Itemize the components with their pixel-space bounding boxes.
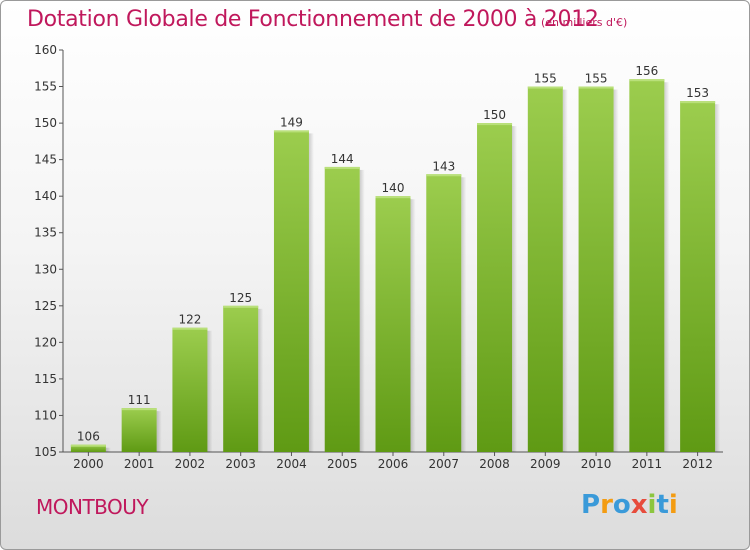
bar-shadow: [207, 330, 213, 452]
x-tick-label: 2002: [175, 457, 206, 471]
data-label: 156: [635, 64, 658, 78]
bar: [629, 79, 665, 453]
bar-top: [578, 86, 614, 89]
bar: [426, 174, 462, 452]
logo-letter: P: [581, 490, 601, 520]
x-tick-label: 2008: [479, 457, 510, 471]
data-label: 155: [534, 72, 557, 86]
bar-top: [477, 123, 513, 126]
data-label: 143: [432, 159, 455, 173]
y-tick-label: 150: [34, 116, 57, 130]
data-label: 111: [128, 393, 151, 407]
bar-shadow: [613, 89, 619, 452]
x-tick-label: 2010: [581, 457, 612, 471]
logo-letter: o: [612, 490, 631, 520]
logo-letter: i: [668, 490, 678, 520]
bar: [273, 130, 309, 452]
chart-title: Dotation Globale de Fonctionnement de 20…: [27, 7, 599, 32]
bars: 106 111 122 125 149 144 140 143 150 155 155 156 153: [70, 64, 721, 453]
y-tick-label: 140: [34, 189, 57, 203]
bar-shadow: [715, 104, 721, 452]
y-tick-label: 145: [34, 153, 57, 167]
bar-shadow: [562, 89, 568, 452]
x-tick-label: 2012: [682, 457, 713, 471]
bar-top: [324, 166, 360, 169]
bar: [375, 196, 411, 452]
data-label: 125: [229, 291, 252, 305]
bar-shadow: [512, 126, 518, 452]
data-label: 144: [331, 152, 354, 166]
bar: [172, 327, 208, 452]
y-tick-label: 125: [34, 299, 57, 313]
bar-top: [70, 444, 106, 447]
data-label: 153: [686, 86, 709, 100]
bar-top: [527, 86, 563, 89]
logo-letter: i: [647, 490, 657, 520]
y-tick-label: 110: [34, 408, 57, 422]
bar-shadow: [359, 169, 365, 453]
data-label: 155: [585, 72, 608, 86]
logo-letter: r: [600, 490, 613, 520]
logo-letter: x: [630, 490, 648, 520]
bar-top: [426, 174, 462, 177]
x-tick-label: 2006: [378, 457, 409, 471]
x-tick-label: 2005: [327, 457, 358, 471]
data-label: 149: [280, 115, 303, 129]
bar-shadow: [461, 177, 467, 452]
x-tick-label: 2007: [428, 457, 459, 471]
bar: [680, 101, 716, 452]
bar-top: [680, 101, 716, 104]
bar-top: [375, 196, 411, 199]
y-tick-label: 155: [34, 80, 57, 94]
bar: [527, 86, 563, 452]
x-tick-label: 2009: [530, 457, 561, 471]
bar: [223, 305, 259, 452]
x-tick-label: 2001: [124, 457, 155, 471]
data-label: 140: [382, 181, 405, 195]
bar: [578, 86, 614, 452]
bar: [324, 166, 360, 453]
data-label: 122: [178, 313, 201, 327]
bar-shadow: [308, 133, 314, 452]
bar-shadow: [258, 308, 264, 452]
commune-name: MONTBOUY: [36, 495, 149, 519]
data-label: 106: [77, 430, 100, 444]
bar: [477, 123, 513, 452]
x-tick-label: 2011: [632, 457, 663, 471]
bar-top: [172, 327, 208, 330]
bar-shadow: [664, 82, 670, 453]
y-tick-label: 135: [34, 226, 57, 240]
y-tick-label: 115: [34, 372, 57, 386]
y-tick-label: 120: [34, 335, 57, 349]
x-tick-label: 2000: [73, 457, 104, 471]
bar: [121, 408, 157, 452]
axes: 105 110 115 120 125 130 135 140 145 150 155 160 2000…: [34, 43, 723, 471]
bar-top: [121, 408, 157, 411]
bar-top: [223, 305, 259, 308]
bar-top: [629, 79, 665, 82]
chart-unit: (en milliers d'€): [541, 16, 628, 29]
bar: [70, 444, 106, 452]
x-tick-label: 2004: [276, 457, 307, 471]
bar-top: [273, 130, 309, 133]
y-tick-label: 105: [34, 445, 57, 459]
bar-shadow: [105, 447, 111, 452]
x-tick-label: 2003: [225, 457, 256, 471]
data-label: 150: [483, 108, 506, 122]
bar-shadow: [410, 199, 416, 452]
bar-shadow: [156, 411, 162, 452]
y-tick-label: 160: [34, 43, 57, 57]
logo-letter: t: [656, 490, 669, 520]
y-tick-label: 130: [34, 262, 57, 276]
proxiti-logo: Proxiti: [581, 490, 678, 520]
